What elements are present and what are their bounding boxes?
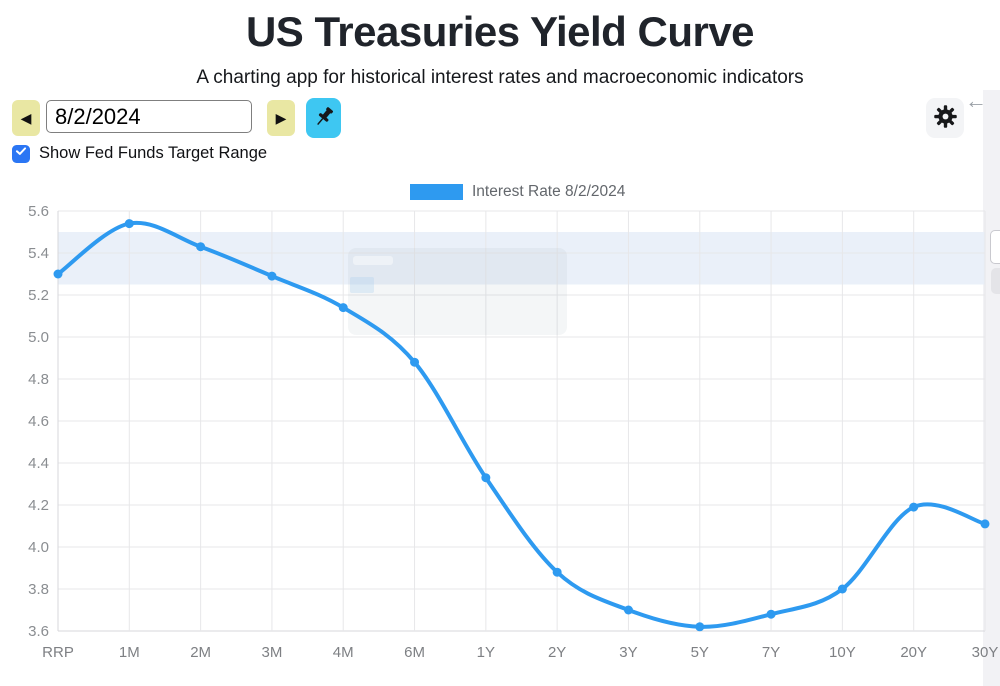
data-point[interactable] [909, 502, 919, 512]
svg-text:5.0: 5.0 [28, 329, 49, 346]
svg-text:2Y: 2Y [548, 644, 566, 661]
svg-text:3.8: 3.8 [28, 581, 49, 598]
data-point[interactable] [837, 584, 847, 594]
data-point[interactable] [623, 605, 633, 615]
svg-text:5.2: 5.2 [28, 287, 49, 304]
svg-text:3Y: 3Y [619, 644, 637, 661]
date-input[interactable] [46, 100, 252, 133]
svg-text:2M: 2M [190, 644, 211, 661]
svg-text:4.4: 4.4 [28, 455, 49, 472]
fed-funds-checkbox-label: Show Fed Funds Target Range [39, 144, 268, 162]
collapsed-side-panel [983, 90, 1000, 686]
data-point[interactable] [552, 567, 562, 577]
pushpin-icon [311, 104, 337, 133]
svg-text:4M: 4M [333, 644, 354, 661]
svg-text:4.0: 4.0 [28, 539, 49, 556]
svg-text:4.6: 4.6 [28, 413, 49, 430]
svg-text:5Y: 5Y [691, 644, 709, 661]
left-triangle-icon: ◀ [20, 109, 32, 126]
svg-text:5.6: 5.6 [28, 203, 49, 220]
svg-text:30Y: 30Y [972, 644, 999, 661]
data-point[interactable] [196, 242, 206, 252]
data-point[interactable] [481, 473, 491, 483]
svg-text:5.4: 5.4 [28, 245, 49, 262]
next-date-button[interactable]: ▶ [267, 100, 295, 136]
svg-text:10Y: 10Y [829, 644, 856, 661]
svg-text:1M: 1M [119, 644, 140, 661]
panel-edge-button-2[interactable] [991, 268, 1000, 294]
data-point[interactable] [695, 622, 705, 632]
fed-funds-checkbox-row: Show Fed Funds Target Range [12, 144, 267, 163]
svg-text:4.8: 4.8 [28, 371, 49, 388]
svg-text:RRP: RRP [42, 644, 74, 661]
settings-button[interactable] [926, 98, 964, 138]
data-point[interactable] [53, 269, 63, 279]
data-point[interactable] [410, 357, 420, 367]
data-point[interactable] [980, 519, 990, 529]
svg-text:3.6: 3.6 [28, 623, 49, 640]
pin-date-button[interactable] [306, 98, 341, 138]
svg-text:20Y: 20Y [900, 644, 927, 661]
data-point[interactable] [267, 271, 277, 281]
svg-text:1Y: 1Y [477, 644, 495, 661]
fed-funds-target-range-band [58, 232, 985, 285]
prev-date-button[interactable]: ◀ [12, 100, 40, 136]
data-point[interactable] [338, 303, 348, 313]
svg-text:6M: 6M [404, 644, 425, 661]
tooltip-ghost [348, 248, 567, 335]
data-point[interactable] [124, 219, 134, 229]
right-triangle-icon: ▶ [275, 109, 287, 126]
data-point[interactable] [766, 609, 776, 619]
gear-icon [932, 103, 959, 133]
panel-edge-button-1[interactable] [990, 230, 1000, 264]
collapse-panel-arrow-icon[interactable]: ← [965, 88, 987, 113]
svg-text:3M: 3M [262, 644, 283, 661]
checkmark-icon [14, 144, 28, 163]
svg-text:7Y: 7Y [762, 644, 780, 661]
page-title: US Treasuries Yield Curve [245, 8, 755, 55]
legend-item[interactable]: Interest Rate 8/2/2024 [410, 183, 625, 201]
legend-label: Interest Rate 8/2/2024 [472, 183, 626, 200]
legend-swatch [410, 184, 463, 200]
page-subtitle: A charting app for historical interest r… [196, 67, 804, 88]
svg-text:4.2: 4.2 [28, 497, 49, 514]
fed-funds-checkbox[interactable] [12, 144, 30, 163]
